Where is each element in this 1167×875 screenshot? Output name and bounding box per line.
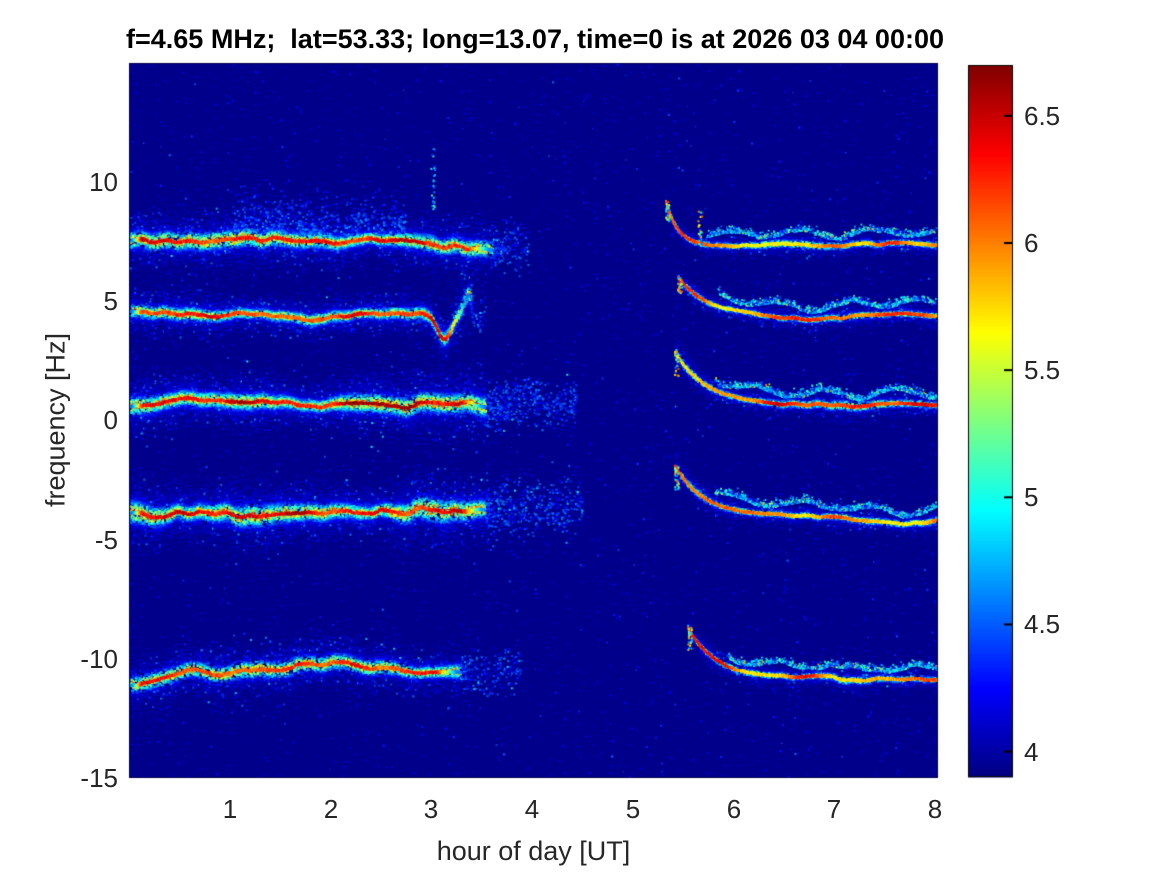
y-tick-label: -10 [80,644,118,674]
x-tick-label: 7 [826,794,842,824]
colorbar-tick-label: 5 [1024,482,1039,512]
y-tick-label: 0 [103,405,118,435]
x-tick-label: 3 [423,794,439,824]
figure-title: f=4.65 MHz; lat=53.33; long=13.07, time=… [126,24,944,54]
y-tick-label: -5 [94,525,118,555]
x-tick-label: 1 [222,794,238,824]
x-tick-label: 5 [625,794,641,824]
colorbar-tick-label: 4 [1024,737,1039,767]
colorbar-tick-label: 6 [1024,228,1039,258]
y-tick-label: 10 [89,167,118,197]
x-tick-label: 6 [726,794,742,824]
y-tick-label: -15 [80,763,118,793]
colorbar-tick-label: 5.5 [1024,355,1061,385]
colorbar-tick-label: 6.5 [1024,101,1061,131]
colorbar-tick-label: 4.5 [1024,609,1061,639]
x-tick-label: 4 [524,794,540,824]
x-tick-label: 2 [323,794,339,824]
y-tick-label: 5 [103,286,118,316]
x-axis-label: hour of day [UT] [436,836,631,866]
x-tick-label: 8 [927,794,943,824]
